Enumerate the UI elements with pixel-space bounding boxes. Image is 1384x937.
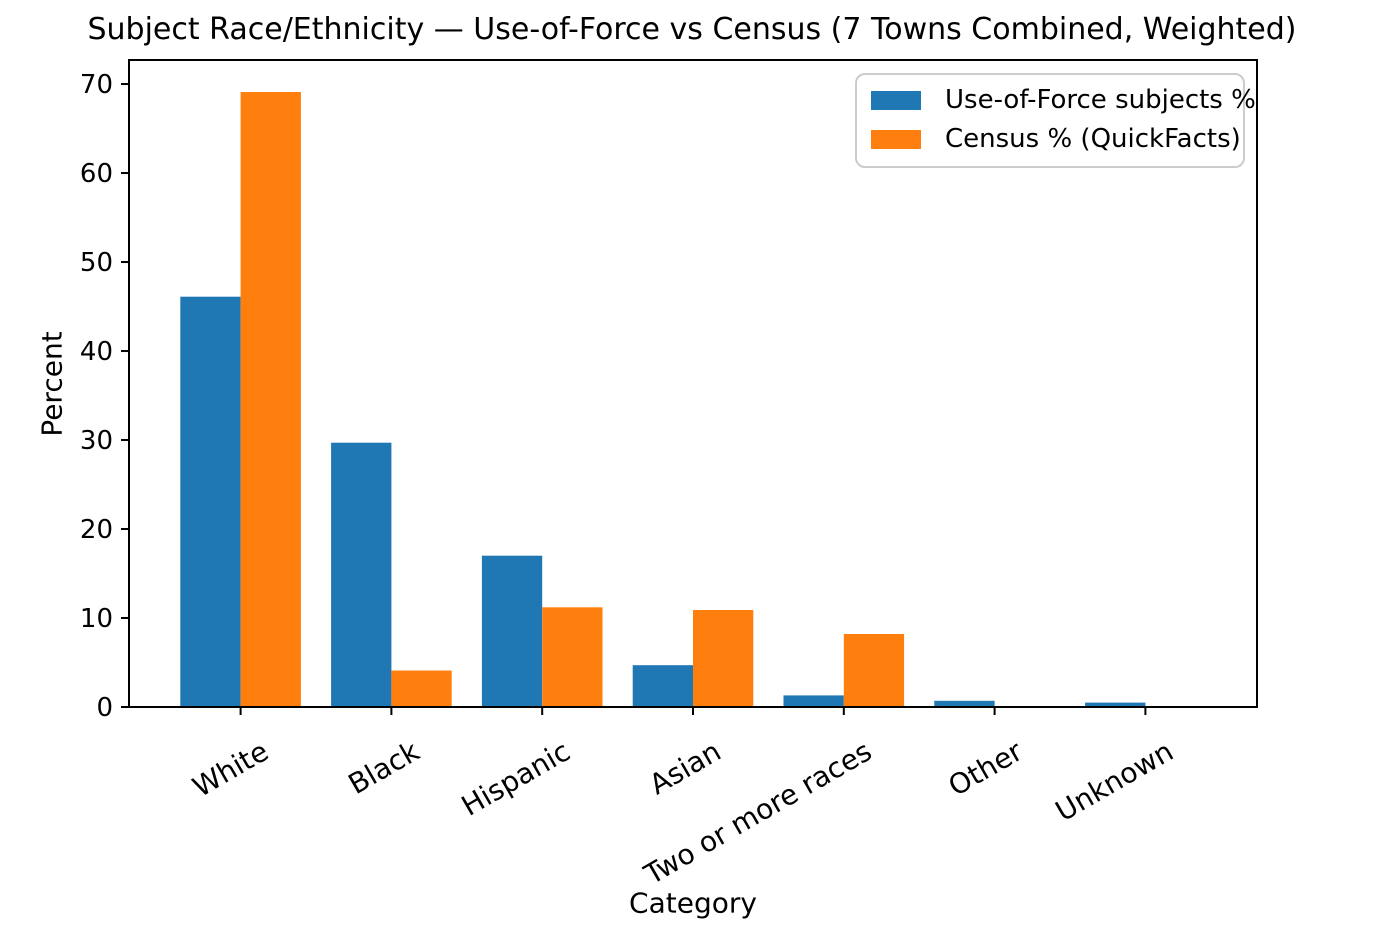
- bar-hispanic-s0: [481, 555, 543, 707]
- bar-unknown-s0: [1085, 702, 1146, 707]
- legend-label-uof: Use-of-Force subjects %: [945, 85, 1256, 115]
- chart-title: Subject Race/Ethnicity — Use-of-Force vs…: [87, 12, 1297, 47]
- bar-other-s0: [934, 700, 995, 707]
- y-axis-label: Percent: [35, 331, 69, 437]
- bar-hispanic-s1: [542, 607, 603, 707]
- bar-two-or-more-races-s0: [783, 695, 844, 707]
- legend-swatch-uof-icon: [871, 91, 921, 111]
- bar-asian-s0: [632, 665, 693, 707]
- x-tick-label: White: [187, 734, 274, 803]
- y-tick-label: 40: [80, 337, 113, 367]
- bar-black-s1: [391, 670, 452, 707]
- x-tick-label: Other: [943, 734, 1029, 803]
- bar-two-or-more-races-s1: [843, 634, 905, 707]
- bar-white-s0: [180, 296, 241, 707]
- bar-asian-s1: [693, 610, 754, 707]
- y-tick-label: 50: [80, 248, 113, 278]
- x-tick-label: Unknown: [1050, 734, 1179, 828]
- bar-white-s1: [240, 92, 301, 707]
- y-tick-label: 20: [80, 515, 113, 545]
- y-tick-label: 60: [80, 159, 113, 189]
- legend-label-census: Census % (QuickFacts): [945, 123, 1241, 154]
- x-axis-label: Category: [629, 886, 757, 920]
- y-tick-label: 0: [96, 693, 113, 723]
- bar-black-s0: [331, 442, 392, 707]
- y-tick-label: 30: [80, 426, 113, 456]
- x-tick-label: Hispanic: [456, 734, 576, 822]
- y-tick-label: 70: [80, 70, 113, 100]
- x-tick-label: Black: [343, 734, 426, 801]
- x-tick-label: Asian: [644, 734, 727, 801]
- legend-item-census: Census % (QuickFacts): [871, 124, 1241, 155]
- legend: Use-of-Force subjects % Census % (QuickF…: [855, 73, 1256, 168]
- y-tick-label: 10: [80, 604, 113, 634]
- legend-swatch-census-icon: [871, 130, 921, 150]
- plot-border: [128, 59, 1258, 708]
- legend-item-uof: Use-of-Force subjects %: [871, 85, 1256, 116]
